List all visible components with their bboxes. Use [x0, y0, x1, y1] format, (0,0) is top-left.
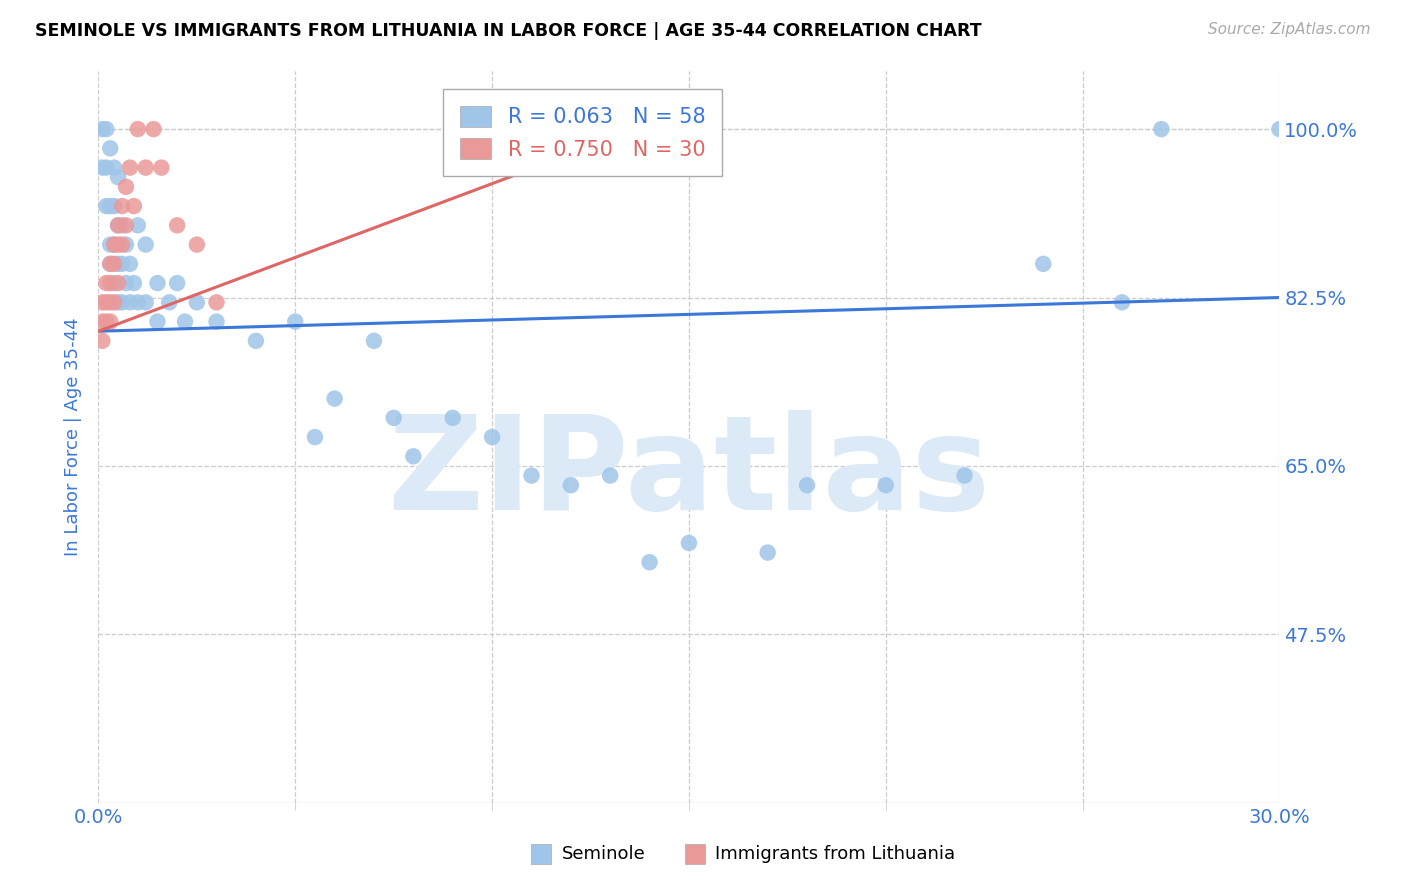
Point	[599, 468, 621, 483]
Point	[107, 276, 129, 290]
Point	[157, 295, 180, 310]
Point	[103, 237, 125, 252]
Point	[245, 334, 267, 348]
Point	[96, 315, 118, 329]
Point	[98, 276, 121, 290]
Point	[953, 468, 976, 483]
Point	[205, 315, 228, 329]
Point	[98, 295, 121, 310]
Point	[1268, 122, 1291, 136]
Point	[205, 295, 228, 310]
Text: Source: ZipAtlas.com: Source: ZipAtlas.com	[1208, 22, 1371, 37]
Point	[115, 276, 138, 290]
Point	[96, 161, 118, 175]
Point	[103, 237, 125, 252]
Point	[103, 276, 125, 290]
Point	[91, 334, 114, 348]
Point	[1150, 122, 1173, 136]
Point	[127, 295, 149, 310]
Point	[122, 276, 145, 290]
Point	[402, 450, 425, 464]
Point	[91, 295, 114, 310]
Point	[1032, 257, 1054, 271]
Point	[304, 430, 326, 444]
Point	[323, 392, 346, 406]
Point	[441, 410, 464, 425]
Point	[146, 315, 169, 329]
Point	[756, 545, 779, 559]
Point	[638, 122, 661, 136]
Text: SEMINOLE VS IMMIGRANTS FROM LITHUANIA IN LABOR FORCE | AGE 35-44 CORRELATION CHA: SEMINOLE VS IMMIGRANTS FROM LITHUANIA IN…	[35, 22, 981, 40]
Point	[98, 199, 121, 213]
Point	[135, 295, 157, 310]
Point	[481, 430, 503, 444]
Point	[166, 276, 188, 290]
Point	[98, 141, 121, 155]
Point	[107, 237, 129, 252]
Point	[1111, 295, 1133, 310]
Point	[363, 334, 385, 348]
Point	[111, 237, 134, 252]
Point	[107, 295, 129, 310]
Point	[118, 295, 141, 310]
Point	[107, 219, 129, 233]
Point	[98, 237, 121, 252]
Point	[103, 161, 125, 175]
Point	[96, 295, 118, 310]
Point	[111, 295, 134, 310]
Point	[91, 122, 114, 136]
Point	[520, 468, 543, 483]
Text: Seminole: Seminole	[561, 845, 645, 863]
Point	[96, 199, 118, 213]
Point	[796, 478, 818, 492]
Point	[111, 199, 134, 213]
Point	[118, 161, 141, 175]
Point	[111, 257, 134, 271]
Point	[91, 315, 114, 329]
Point	[111, 219, 134, 233]
Point	[135, 237, 157, 252]
Text: Immigrants from Lithuania: Immigrants from Lithuania	[714, 845, 955, 863]
Point	[560, 478, 582, 492]
Point	[186, 295, 208, 310]
Point	[186, 237, 208, 252]
Y-axis label: In Labor Force | Age 35-44: In Labor Force | Age 35-44	[63, 318, 82, 557]
Point	[98, 257, 121, 271]
Point	[98, 257, 121, 271]
Point	[107, 219, 129, 233]
Point	[96, 276, 118, 290]
Point	[875, 478, 897, 492]
Point	[91, 161, 114, 175]
Point	[135, 161, 157, 175]
Legend: R = 0.063   N = 58, R = 0.750   N = 30: R = 0.063 N = 58, R = 0.750 N = 30	[443, 89, 723, 177]
Point	[107, 170, 129, 185]
Point	[107, 257, 129, 271]
Point	[115, 179, 138, 194]
Text: ZIPatlas: ZIPatlas	[388, 410, 990, 537]
Point	[382, 410, 405, 425]
Point	[127, 122, 149, 136]
Point	[122, 199, 145, 213]
Point	[103, 257, 125, 271]
Point	[638, 555, 661, 569]
Point	[115, 237, 138, 252]
Point	[678, 536, 700, 550]
Point	[96, 122, 118, 136]
Point	[174, 315, 197, 329]
Point	[150, 161, 173, 175]
Point	[103, 199, 125, 213]
Point	[146, 276, 169, 290]
Point	[98, 315, 121, 329]
Point	[166, 219, 188, 233]
Point	[115, 219, 138, 233]
Point	[103, 295, 125, 310]
Point	[142, 122, 165, 136]
Point	[118, 257, 141, 271]
Point	[127, 219, 149, 233]
Point	[284, 315, 307, 329]
